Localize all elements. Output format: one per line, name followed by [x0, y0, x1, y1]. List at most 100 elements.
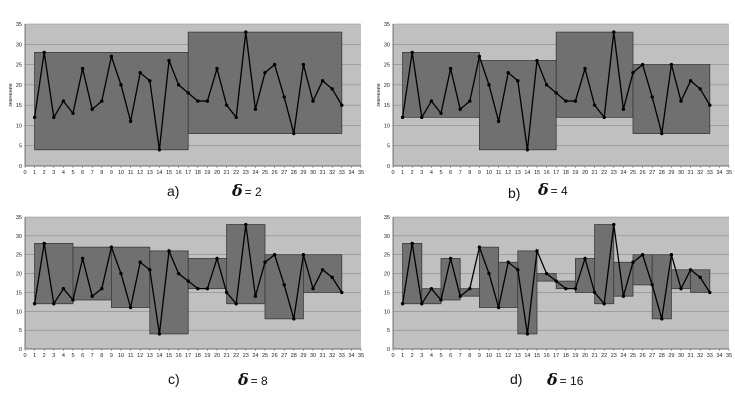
data-point-b-25 — [631, 70, 635, 75]
data-point-b-5 — [439, 111, 443, 115]
x-tick-label: 0 — [391, 353, 394, 359]
data-point-a-22 — [234, 115, 238, 120]
x-tick-label: 18 — [563, 353, 569, 359]
x-tick-label: 16 — [544, 353, 550, 359]
data-point-a-2 — [42, 50, 46, 55]
y-tick-label: 5 — [19, 144, 22, 150]
data-point-b-7 — [458, 107, 462, 111]
delta-value-d: = 16 — [559, 374, 584, 388]
y-tick-label: 15 — [16, 290, 22, 296]
x-tick-label: 20 — [582, 170, 588, 176]
data-point-b-9 — [477, 54, 482, 59]
data-point-c-8 — [100, 286, 104, 291]
interval-box-d-3 — [440, 258, 461, 301]
data-point-a-12 — [138, 70, 142, 75]
x-tick-label: 0 — [23, 353, 26, 359]
x-tick-label: 12 — [505, 353, 511, 359]
x-tick-label: 8 — [468, 170, 471, 176]
data-point-b-10 — [487, 83, 491, 87]
data-point-c-25 — [263, 260, 267, 264]
data-point-d-27 — [650, 283, 654, 287]
y-tick-label: 10 — [384, 123, 390, 129]
x-tick-label: 34 — [716, 170, 722, 176]
data-point-a-32 — [330, 87, 334, 91]
data-point-d-15 — [535, 249, 539, 253]
x-tick-label: 13 — [515, 353, 521, 359]
x-tick-label: 24 — [252, 170, 258, 176]
x-tick-label: 32 — [329, 353, 335, 359]
data-point-b-33 — [708, 103, 712, 107]
x-tick-label: 23 — [243, 170, 249, 176]
x-tick-label: 2 — [43, 353, 46, 359]
data-point-c-7 — [90, 294, 94, 298]
x-tick-label: 15 — [534, 170, 540, 176]
data-point-b-27 — [650, 95, 654, 99]
x-tick-label: 8 — [100, 353, 103, 359]
interval-box-a-1 — [34, 52, 189, 151]
x-tick-label: 2 — [411, 353, 414, 359]
x-tick-label: 6 — [449, 170, 452, 176]
x-tick-label: 21 — [592, 353, 598, 359]
interval-box-d-14 — [651, 254, 672, 320]
x-tick-label: 28 — [291, 353, 297, 359]
data-point-a-3 — [52, 115, 56, 120]
x-tick-label: 11 — [128, 170, 134, 176]
data-point-b-31 — [688, 79, 693, 83]
x-tick-label: 14 — [156, 170, 162, 176]
data-point-d-25 — [631, 260, 635, 264]
data-point-d-12 — [506, 260, 510, 264]
x-tick-label: 25 — [262, 170, 268, 176]
data-point-c-18 — [196, 286, 200, 291]
data-point-c-30 — [311, 286, 315, 291]
x-tick-label: 33 — [707, 170, 713, 176]
data-point-b-26 — [640, 62, 645, 67]
x-tick-label: 10 — [118, 353, 124, 359]
x-tick-label: 11 — [496, 170, 502, 176]
data-point-b-23 — [612, 30, 616, 34]
data-point-a-5 — [71, 111, 75, 115]
x-tick-label: 4 — [430, 353, 433, 359]
x-tick-label: 21 — [224, 353, 230, 359]
x-tick-label: 28 — [659, 353, 665, 359]
data-point-b-21 — [592, 103, 597, 107]
data-point-a-8 — [100, 99, 104, 103]
data-point-a-10 — [119, 83, 123, 87]
interval-box-d-15 — [670, 269, 691, 290]
x-tick-label: 18 — [563, 170, 569, 176]
x-tick-label: 30 — [310, 353, 316, 359]
x-tick-label: 33 — [339, 170, 345, 176]
x-tick-label: 16 — [176, 353, 182, 359]
data-point-d-16 — [544, 271, 549, 276]
x-tick-label: 32 — [329, 170, 335, 176]
x-tick-label: 22 — [601, 353, 607, 359]
data-point-c-4 — [61, 286, 66, 291]
data-point-c-31 — [320, 268, 325, 272]
y-tick-label: 0 — [387, 347, 390, 353]
data-point-c-21 — [224, 290, 229, 295]
data-point-c-33 — [340, 290, 344, 295]
y-tick-label: 25 — [16, 253, 22, 259]
x-tick-label: 24 — [252, 353, 258, 359]
data-point-a-4 — [61, 99, 66, 103]
data-point-c-9 — [109, 245, 114, 249]
data-point-b-20 — [583, 66, 587, 71]
x-tick-label: 24 — [620, 170, 626, 176]
data-point-a-11 — [128, 119, 133, 124]
x-tick-label: 12 — [505, 170, 511, 176]
x-tick-label: 7 — [91, 170, 94, 176]
x-tick-label: 27 — [281, 353, 287, 359]
x-tick-label: 9 — [478, 170, 481, 176]
x-tick-label: 26 — [272, 353, 278, 359]
x-tick-label: 9 — [110, 353, 113, 359]
x-tick-label: 2 — [411, 170, 414, 176]
data-point-b-1 — [400, 115, 405, 120]
x-tick-label: 14 — [524, 353, 530, 359]
y-tick-label: 0 — [19, 164, 22, 170]
data-point-d-3 — [420, 302, 424, 306]
x-tick-label: 27 — [649, 353, 655, 359]
x-tick-label: 1 — [33, 170, 36, 176]
data-point-c-16 — [176, 271, 181, 276]
panel-label-a: a) — [167, 183, 180, 199]
